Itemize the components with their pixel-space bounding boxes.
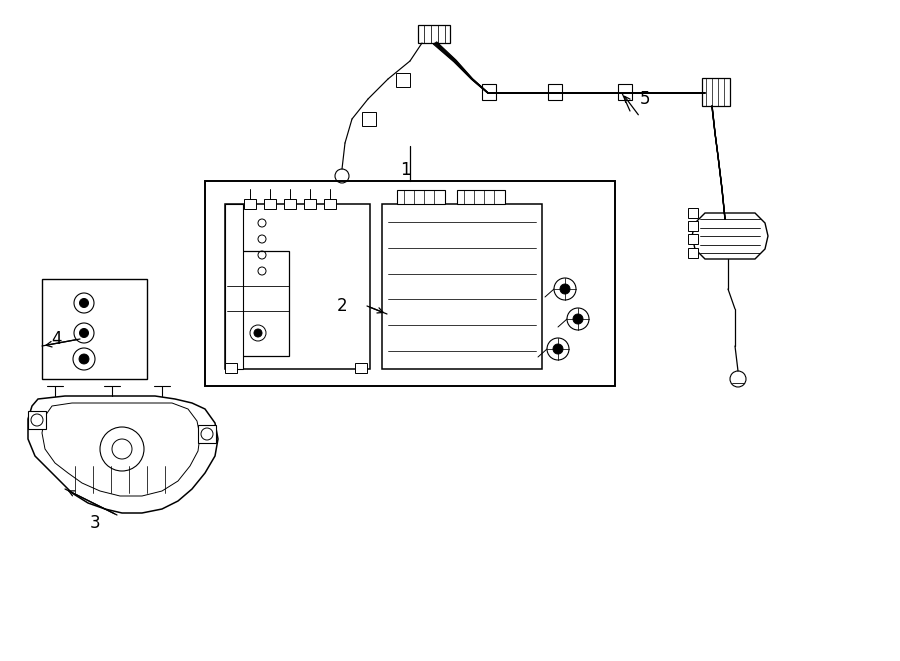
Bar xyxy=(382,204,542,369)
Text: 2: 2 xyxy=(337,297,347,315)
Bar xyxy=(482,84,496,100)
Circle shape xyxy=(79,354,89,364)
Bar xyxy=(225,363,237,373)
Bar xyxy=(205,181,615,386)
Bar xyxy=(688,221,698,231)
Circle shape xyxy=(79,299,88,307)
Bar xyxy=(688,248,698,258)
Bar xyxy=(688,234,698,244)
Bar xyxy=(418,25,450,43)
Text: 5: 5 xyxy=(640,90,650,108)
Circle shape xyxy=(79,329,88,338)
Bar xyxy=(225,204,370,369)
Bar xyxy=(324,199,336,209)
Bar xyxy=(264,199,276,209)
Bar xyxy=(355,363,367,373)
Circle shape xyxy=(254,329,262,337)
Bar xyxy=(42,279,147,379)
Bar xyxy=(304,199,316,209)
Bar xyxy=(244,199,256,209)
Text: 1: 1 xyxy=(400,161,410,179)
Bar xyxy=(362,112,376,126)
Bar xyxy=(457,190,505,204)
Bar xyxy=(702,78,730,106)
Text: 3: 3 xyxy=(89,514,100,532)
Bar xyxy=(396,73,410,87)
Bar xyxy=(284,199,296,209)
Bar xyxy=(227,251,289,356)
Bar xyxy=(548,84,562,100)
Bar xyxy=(28,411,46,429)
Circle shape xyxy=(553,344,563,354)
Bar xyxy=(198,425,216,443)
Bar xyxy=(618,84,632,100)
Bar xyxy=(688,208,698,218)
Bar xyxy=(225,204,243,369)
Bar xyxy=(397,190,445,204)
Text: 4: 4 xyxy=(51,330,62,348)
Circle shape xyxy=(573,314,583,324)
Circle shape xyxy=(560,284,570,294)
